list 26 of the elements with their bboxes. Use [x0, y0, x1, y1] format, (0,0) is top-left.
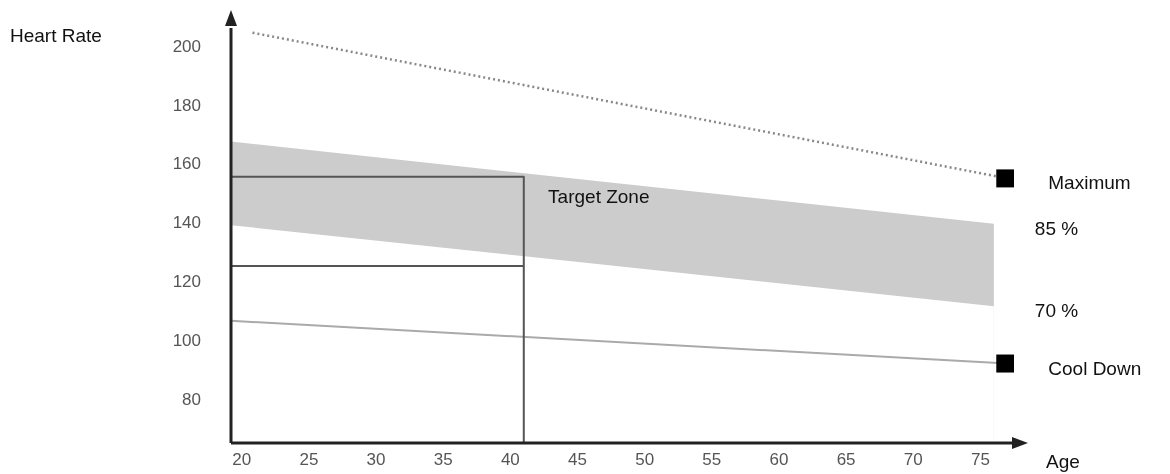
x-tick-label: 25: [299, 450, 319, 470]
x-tick-label: 70: [903, 450, 923, 470]
text: 70 %: [1034, 300, 1079, 322]
y-tick-label: 180: [172, 95, 201, 115]
x-tick-label: 40: [500, 450, 520, 470]
y-tick-label: 100: [172, 331, 201, 351]
y-tick-label: 80: [182, 389, 201, 409]
text: Cool Down: [1048, 357, 1142, 379]
text: Maximum: [1048, 172, 1131, 194]
x-tick-label: 45: [568, 450, 587, 470]
x-tick-label: 35: [433, 450, 453, 470]
x-tick-label: 75: [970, 450, 990, 470]
y-tick-label: 160: [172, 154, 201, 174]
y-tick-label: 120: [172, 272, 201, 292]
annotation: Target Zone: [548, 186, 650, 208]
x-tick-label: 50: [635, 450, 655, 470]
x-axis-title: Age: [1046, 451, 1080, 473]
x-tick-label: 60: [769, 450, 789, 470]
x-tick-label: 65: [836, 450, 856, 470]
x-tick-label: 30: [366, 450, 386, 470]
y-tick-label: 200: [172, 36, 201, 56]
y-tick-label: 140: [172, 213, 201, 233]
x-tick-label: 55: [702, 450, 722, 470]
text: 85 %: [1034, 217, 1079, 239]
x-tick-label: 20: [232, 450, 252, 470]
y-axis-title: Heart Rate: [10, 25, 102, 47]
